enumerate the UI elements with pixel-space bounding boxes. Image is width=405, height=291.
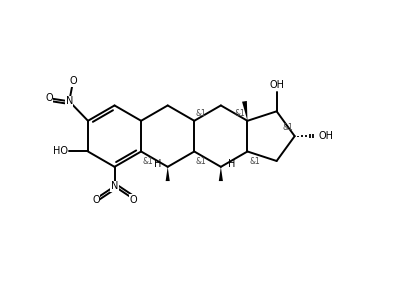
Text: &1: &1 — [249, 157, 260, 166]
Text: H: H — [153, 159, 161, 169]
Text: &1: &1 — [235, 109, 245, 118]
Text: N: N — [111, 181, 118, 191]
Text: O: O — [130, 195, 137, 205]
Text: &1: &1 — [195, 157, 206, 166]
Polygon shape — [219, 167, 223, 181]
Polygon shape — [166, 167, 170, 181]
Text: O: O — [70, 76, 77, 86]
Text: O: O — [92, 195, 100, 205]
Text: OH: OH — [269, 80, 284, 90]
Text: &1: &1 — [195, 109, 206, 118]
Text: &1: &1 — [282, 123, 293, 132]
Polygon shape — [242, 101, 247, 121]
Text: &1: &1 — [143, 157, 154, 166]
Text: OH: OH — [319, 131, 334, 141]
Text: H: H — [228, 159, 235, 169]
Text: O: O — [45, 93, 53, 103]
Text: N: N — [66, 96, 73, 106]
Text: HO: HO — [53, 146, 68, 157]
